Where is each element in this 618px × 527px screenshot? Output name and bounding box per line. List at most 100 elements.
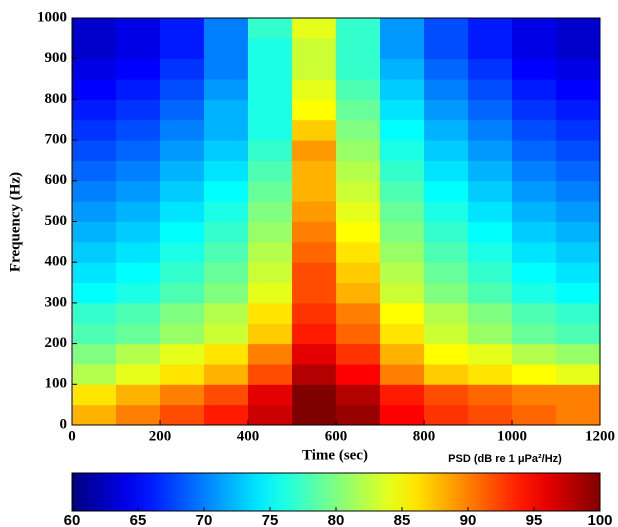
cell xyxy=(556,241,601,263)
cell xyxy=(292,262,337,284)
cell xyxy=(512,343,557,365)
x-tick-label: 0 xyxy=(68,428,76,444)
cell xyxy=(204,160,249,182)
cell xyxy=(380,323,425,345)
cell xyxy=(204,18,249,39)
cell xyxy=(468,140,513,161)
cell xyxy=(556,302,601,324)
cell xyxy=(116,201,161,222)
cell xyxy=(468,160,513,182)
cell xyxy=(424,404,469,426)
cell xyxy=(204,180,249,202)
x-tick-label: 600 xyxy=(325,428,348,444)
cell xyxy=(116,180,161,202)
cell xyxy=(468,79,513,100)
cell xyxy=(468,119,513,141)
cell xyxy=(116,38,161,60)
cell xyxy=(380,140,425,161)
y-tick-label: 800 xyxy=(45,91,68,107)
cell xyxy=(336,323,381,345)
cell xyxy=(292,58,337,80)
cell xyxy=(204,323,249,345)
cell xyxy=(160,221,205,243)
cell xyxy=(72,201,117,222)
x-axis-title: Time (sec) xyxy=(302,447,368,463)
cell xyxy=(292,180,337,202)
cell xyxy=(72,343,117,365)
cell xyxy=(204,79,249,100)
cell xyxy=(380,160,425,182)
cell xyxy=(72,282,117,304)
cell xyxy=(380,180,425,202)
colorbar xyxy=(71,472,601,512)
cell xyxy=(292,241,337,263)
cell xyxy=(116,343,161,365)
cell xyxy=(380,38,425,60)
cell xyxy=(468,18,513,39)
cell xyxy=(336,221,381,243)
cell xyxy=(72,58,117,80)
cell xyxy=(72,262,117,284)
colorbar-tick-label: 65 xyxy=(130,512,147,527)
cell xyxy=(380,79,425,100)
x-tick-label: 1200 xyxy=(585,428,615,444)
colorbar-tick-label: 60 xyxy=(64,512,81,527)
cell xyxy=(468,404,513,426)
colorbar-tick-label: 85 xyxy=(394,512,411,527)
cell xyxy=(380,201,425,222)
cell xyxy=(204,343,249,365)
cell xyxy=(556,140,601,161)
cell xyxy=(204,58,249,80)
cell xyxy=(116,404,161,426)
cell xyxy=(556,404,601,426)
cell xyxy=(336,99,381,121)
cell xyxy=(424,58,469,80)
x-tick-label: 200 xyxy=(149,428,172,444)
cell xyxy=(556,99,601,121)
y-tick-label: 600 xyxy=(45,172,68,188)
cell xyxy=(512,241,557,263)
cell xyxy=(336,241,381,263)
heatmap xyxy=(72,18,601,426)
cell xyxy=(248,180,293,202)
cell xyxy=(336,38,381,60)
cell xyxy=(468,241,513,263)
x-tick-label: 800 xyxy=(413,428,436,444)
cell xyxy=(72,363,117,385)
cell xyxy=(336,160,381,182)
cell xyxy=(336,180,381,202)
cell xyxy=(556,262,601,284)
cell xyxy=(556,384,601,406)
cell xyxy=(336,343,381,365)
cell xyxy=(292,404,337,426)
cell xyxy=(160,262,205,284)
cell xyxy=(248,119,293,141)
cell xyxy=(556,343,601,365)
cell xyxy=(468,282,513,304)
cell xyxy=(160,160,205,182)
cell xyxy=(336,58,381,80)
cell xyxy=(72,99,117,121)
colorbar-tick-label: 90 xyxy=(460,512,477,527)
cell xyxy=(468,302,513,324)
cell xyxy=(556,282,601,304)
cell xyxy=(292,343,337,365)
cell xyxy=(204,282,249,304)
cell xyxy=(248,384,293,406)
cell xyxy=(160,99,205,121)
cell xyxy=(336,302,381,324)
cell xyxy=(160,241,205,263)
cell xyxy=(116,302,161,324)
cell xyxy=(424,262,469,284)
cell xyxy=(160,302,205,324)
cell xyxy=(556,323,601,345)
cell xyxy=(468,384,513,406)
cell xyxy=(248,201,293,222)
cell xyxy=(204,38,249,60)
cell xyxy=(512,363,557,385)
cell xyxy=(380,119,425,141)
cell xyxy=(424,140,469,161)
cell xyxy=(72,140,117,161)
x-tick-label: 400 xyxy=(237,428,260,444)
cell xyxy=(336,79,381,100)
